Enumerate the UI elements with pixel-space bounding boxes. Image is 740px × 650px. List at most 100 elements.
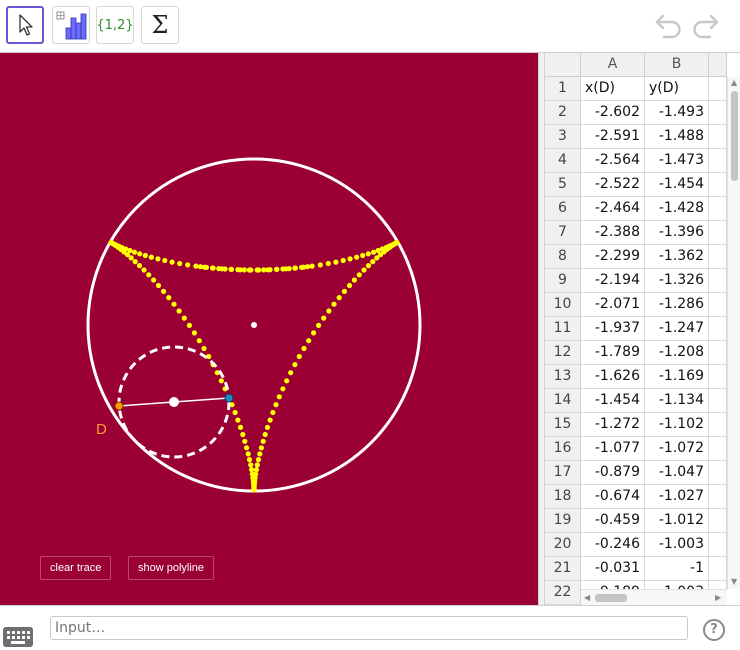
cell-b[interactable]: -1.169 [645, 365, 709, 389]
cell-a[interactable]: -0.031 [581, 557, 645, 581]
cell-c[interactable] [709, 293, 727, 317]
spreadsheet-view[interactable]: A B 1 x(D) y(D) 2 -2.602 -1.493 3 -2.591 -1.488 4… [545, 53, 740, 605]
scroll-down-arrow-icon[interactable]: ▼ [731, 577, 738, 586]
row-header[interactable]: 17 [545, 461, 581, 485]
cell-b[interactable]: -1.027 [645, 485, 709, 509]
column-header-c[interactable] [709, 53, 727, 77]
cell-c[interactable] [709, 101, 727, 125]
row-header[interactable]: 18 [545, 485, 581, 509]
row-header[interactable]: 10 [545, 293, 581, 317]
blue-point[interactable] [224, 393, 234, 403]
cell-b[interactable]: -1.072 [645, 437, 709, 461]
cell-a[interactable]: -1.454 [581, 389, 645, 413]
cell-a[interactable]: -1.077 [581, 437, 645, 461]
cell-a[interactable]: -2.591 [581, 125, 645, 149]
cell-c[interactable] [709, 437, 727, 461]
algebra-input-field[interactable] [50, 616, 688, 640]
keyboard-icon[interactable] [3, 627, 33, 647]
cell-a[interactable]: -1.626 [581, 365, 645, 389]
cell-c[interactable] [709, 125, 727, 149]
cell-b[interactable]: -1.247 [645, 317, 709, 341]
show-polyline-button[interactable]: show polyline [128, 556, 215, 580]
row-header[interactable]: 9 [545, 269, 581, 293]
row-header[interactable]: 6 [545, 197, 581, 221]
row-header[interactable]: 16 [545, 437, 581, 461]
cell-b[interactable]: -1.003 [645, 533, 709, 557]
scroll-left-arrow-icon[interactable]: ◀ [584, 593, 591, 602]
cell-c[interactable] [709, 341, 727, 365]
point-d[interactable] [114, 401, 124, 411]
sum-tool-button[interactable]: Σ [141, 6, 179, 44]
cell-b[interactable]: -1 [645, 557, 709, 581]
row-header[interactable]: 1 [545, 77, 581, 101]
rolling-circle-center[interactable] [169, 397, 179, 407]
cell-c[interactable] [709, 365, 727, 389]
cell-a[interactable]: -0.459 [581, 509, 645, 533]
cell-a[interactable]: -2.299 [581, 245, 645, 269]
cell-a[interactable]: -2.464 [581, 197, 645, 221]
corner-cell[interactable] [545, 53, 581, 77]
cell-c[interactable] [709, 245, 727, 269]
cell-c[interactable] [709, 317, 727, 341]
cell-b[interactable]: -1.286 [645, 293, 709, 317]
header-cell-a[interactable]: x(D) [581, 77, 645, 101]
cell-a[interactable]: -2.194 [581, 269, 645, 293]
column-header-a[interactable]: A [581, 53, 645, 77]
row-header[interactable]: 3 [545, 125, 581, 149]
cell-c[interactable] [709, 269, 727, 293]
row-header[interactable]: 13 [545, 365, 581, 389]
graphics-view[interactable]: D clear trace show polyline [0, 53, 538, 605]
cell-a[interactable]: -1.937 [581, 317, 645, 341]
header-cell-b[interactable]: y(D) [645, 77, 709, 101]
cell-b[interactable]: -1.428 [645, 197, 709, 221]
cell-a[interactable]: -2.522 [581, 173, 645, 197]
cell-b[interactable]: -1.326 [645, 269, 709, 293]
row-header[interactable]: 7 [545, 221, 581, 245]
cell-c[interactable] [709, 389, 727, 413]
cell-b[interactable]: -1.473 [645, 149, 709, 173]
row-header[interactable]: 12 [545, 341, 581, 365]
cell-c[interactable] [709, 509, 727, 533]
horizontal-scroll-thumb[interactable] [595, 594, 627, 602]
row-header[interactable]: 8 [545, 245, 581, 269]
data-analysis-tool-button[interactable] [52, 6, 90, 44]
cell-a[interactable]: -2.564 [581, 149, 645, 173]
horizontal-scrollbar[interactable]: ◀ ▶ [581, 589, 727, 605]
cell-c[interactable] [709, 77, 727, 101]
view-divider[interactable] [538, 53, 545, 605]
row-header[interactable]: 2 [545, 101, 581, 125]
column-header-b[interactable]: B [645, 53, 709, 77]
undo-icon[interactable] [654, 12, 684, 40]
cell-b[interactable]: -1.454 [645, 173, 709, 197]
cell-a[interactable]: -2.071 [581, 293, 645, 317]
row-header[interactable]: 22 [545, 581, 581, 605]
cell-a[interactable]: -2.602 [581, 101, 645, 125]
row-header[interactable]: 4 [545, 149, 581, 173]
cell-b[interactable]: -1.047 [645, 461, 709, 485]
cell-b[interactable]: -1.012 [645, 509, 709, 533]
cell-c[interactable] [709, 173, 727, 197]
row-header[interactable]: 19 [545, 509, 581, 533]
cell-c[interactable] [709, 149, 727, 173]
cell-b[interactable]: -1.396 [645, 221, 709, 245]
vertical-scroll-thumb[interactable] [731, 91, 738, 181]
cell-c[interactable] [709, 197, 727, 221]
cell-b[interactable]: -1.488 [645, 125, 709, 149]
cell-b[interactable]: -1.134 [645, 389, 709, 413]
cell-c[interactable] [709, 557, 727, 581]
cell-c[interactable] [709, 221, 727, 245]
cell-a[interactable]: -1.272 [581, 413, 645, 437]
cell-b[interactable]: -1.208 [645, 341, 709, 365]
cell-a[interactable]: -0.246 [581, 533, 645, 557]
center-point[interactable] [251, 322, 257, 328]
row-header[interactable]: 21 [545, 557, 581, 581]
cell-a[interactable]: -1.789 [581, 341, 645, 365]
row-header[interactable]: 15 [545, 413, 581, 437]
move-tool-button[interactable] [6, 6, 44, 44]
cell-c[interactable] [709, 485, 727, 509]
help-button[interactable]: ? [703, 619, 725, 641]
row-header[interactable]: 11 [545, 317, 581, 341]
cell-a[interactable]: -0.674 [581, 485, 645, 509]
scroll-up-arrow-icon[interactable]: ▲ [731, 78, 738, 87]
vertical-scrollbar[interactable]: ▲ ▼ [727, 77, 740, 589]
